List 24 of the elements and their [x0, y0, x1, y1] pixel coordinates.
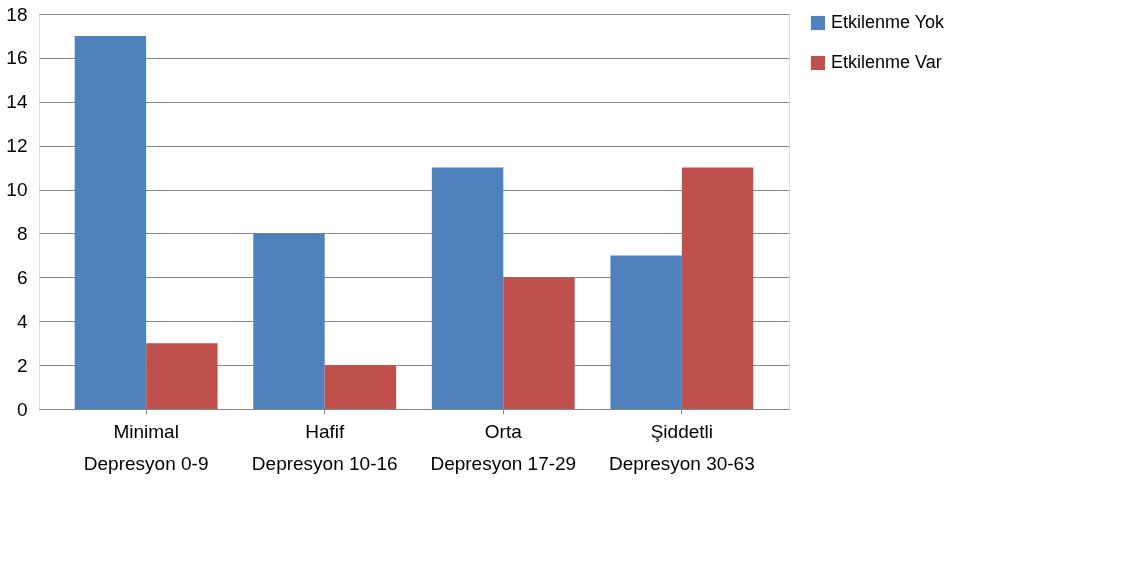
- bar: [146, 343, 218, 409]
- legend-label: Etkilenme Yok: [831, 12, 946, 32]
- y-tick-label: 2: [16, 354, 28, 376]
- x-tick-label: Minimal Depresyon 0-9: [83, 420, 209, 474]
- bar: [610, 255, 682, 409]
- bar: [324, 365, 397, 409]
- bar: [681, 167, 754, 409]
- y-tick-label: 0: [16, 398, 28, 420]
- x-tick-label: Hafif Depresyon 10-16: [251, 420, 398, 474]
- y-tick-label: 14: [6, 91, 28, 113]
- y-tick-label: 6: [16, 266, 28, 288]
- legend-label: Etkilenme Var: [831, 52, 942, 72]
- x-tick-label: Orta Depresyon 17-29: [430, 420, 577, 474]
- y-tick-label: 4: [16, 310, 28, 332]
- y-tick-label: 12: [6, 135, 28, 157]
- bar: [253, 233, 325, 409]
- bar: [503, 277, 575, 409]
- bar: [431, 167, 504, 409]
- y-tick-label: 16: [6, 47, 28, 69]
- y-tick-label: 18: [6, 3, 28, 25]
- x-tick-label: Şiddetli Depresyon 30-63: [608, 420, 755, 474]
- y-tick-label: 10: [6, 179, 28, 201]
- bar: [74, 35, 147, 409]
- y-tick-label: 8: [16, 222, 28, 244]
